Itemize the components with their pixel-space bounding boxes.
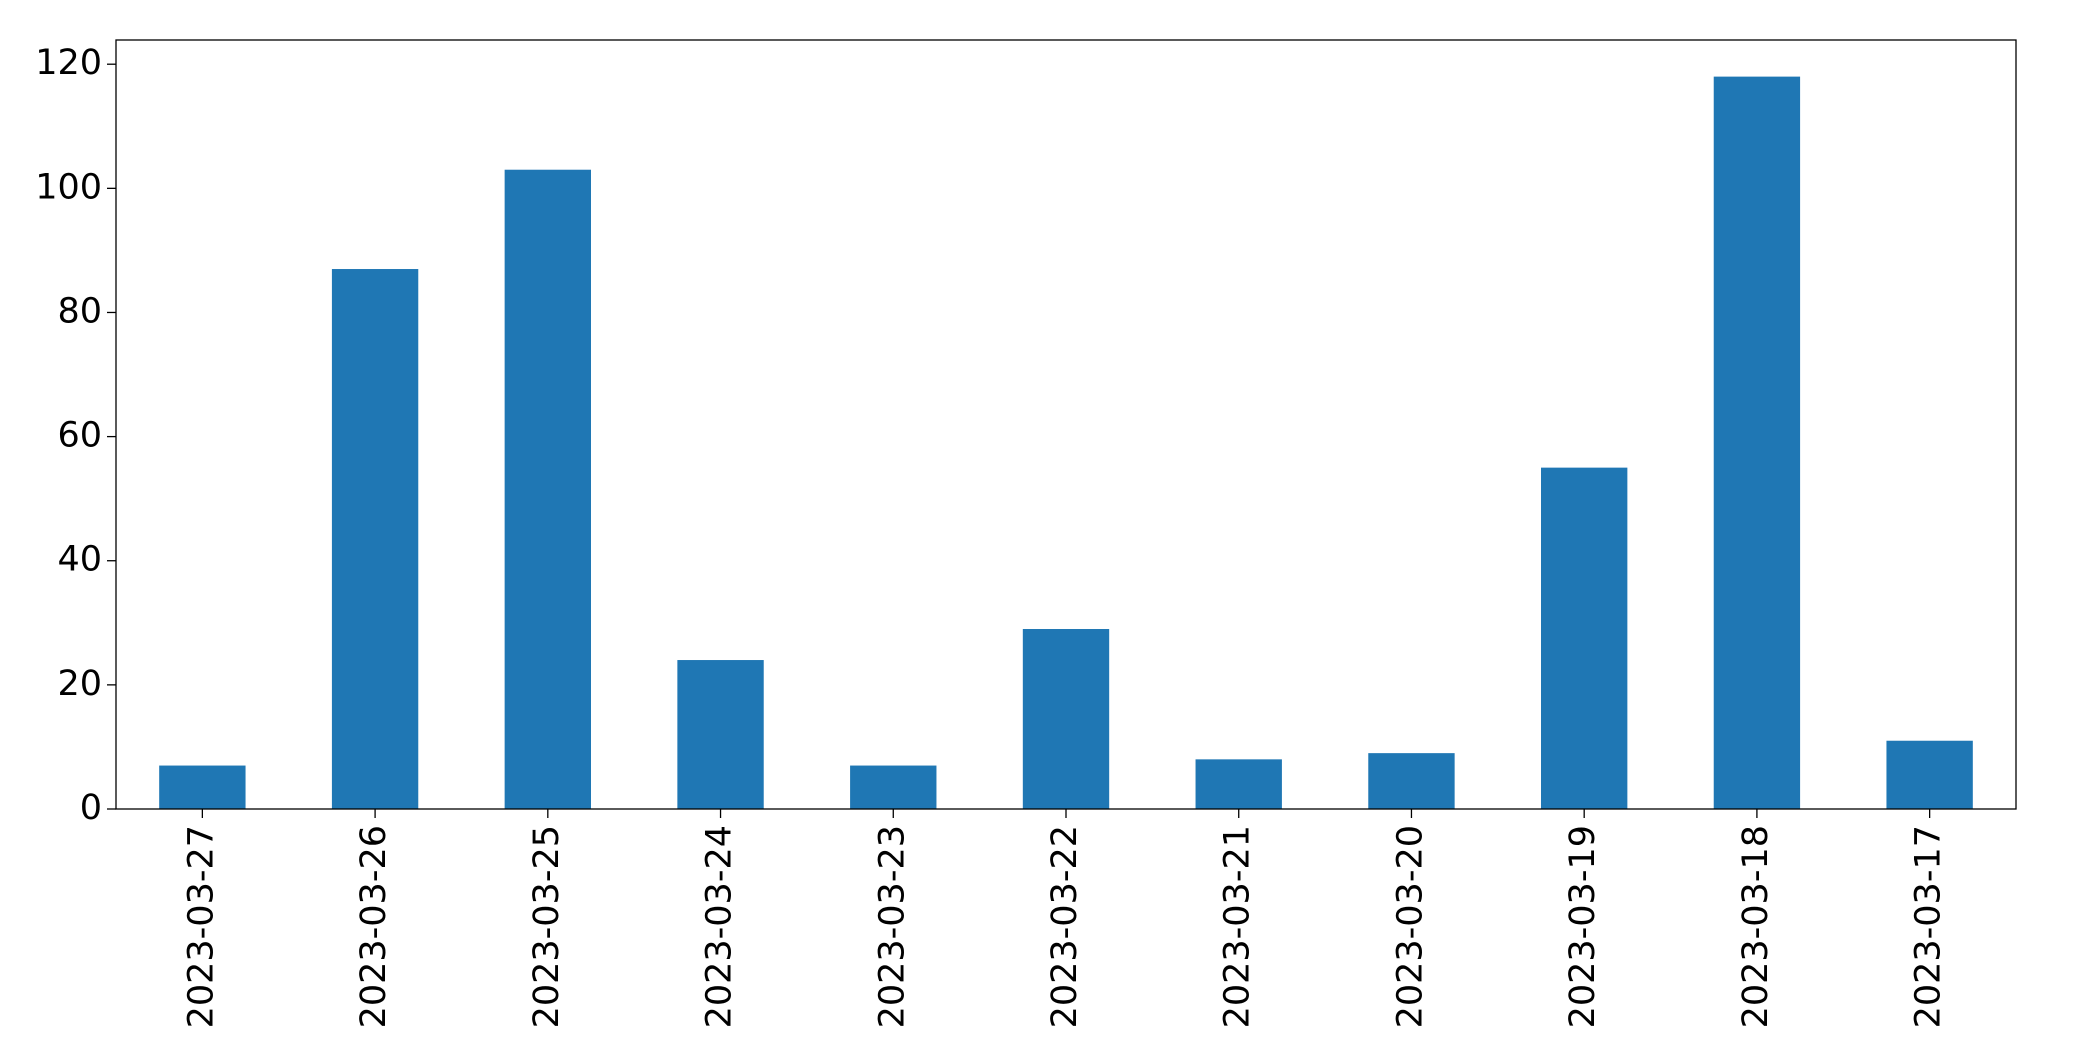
- y-tick-label: 100: [35, 167, 102, 207]
- x-tick-label: 2023-03-20: [1390, 825, 1430, 1028]
- bar: [1886, 740, 1973, 809]
- bar: [850, 765, 937, 809]
- x-tick-label: 2023-03-18: [1736, 825, 1776, 1028]
- bar: [677, 660, 764, 809]
- x-tick-label: 2023-03-24: [700, 825, 740, 1028]
- bar: [1713, 76, 1801, 810]
- bar: [159, 765, 246, 809]
- bar: [331, 269, 419, 810]
- bar: [1368, 753, 1455, 809]
- y-tick-label: 20: [57, 664, 102, 704]
- plot-frame: [115, 39, 2017, 810]
- bar: [1541, 467, 1628, 809]
- y-tick-label: 120: [35, 43, 102, 83]
- x-tick-label: 2023-03-21: [1218, 825, 1258, 1028]
- x-tick-label: 2023-03-27: [181, 825, 221, 1028]
- y-tick-label: 60: [57, 416, 102, 456]
- x-tick-label: 2023-03-22: [1045, 825, 1085, 1028]
- bar: [504, 169, 591, 809]
- x-tick-label: 2023-03-25: [527, 825, 567, 1028]
- x-tick-label: 2023-03-26: [354, 825, 394, 1028]
- x-tick-label: 2023-03-17: [1909, 825, 1949, 1028]
- bar: [1022, 629, 1110, 809]
- x-tick-label: 2023-03-19: [1563, 825, 1603, 1028]
- bar: [1195, 759, 1282, 809]
- y-tick-label: 80: [57, 291, 102, 331]
- y-tick-label: 0: [80, 788, 102, 828]
- x-tick-label: 2023-03-23: [872, 825, 912, 1028]
- y-tick-label: 40: [57, 540, 102, 580]
